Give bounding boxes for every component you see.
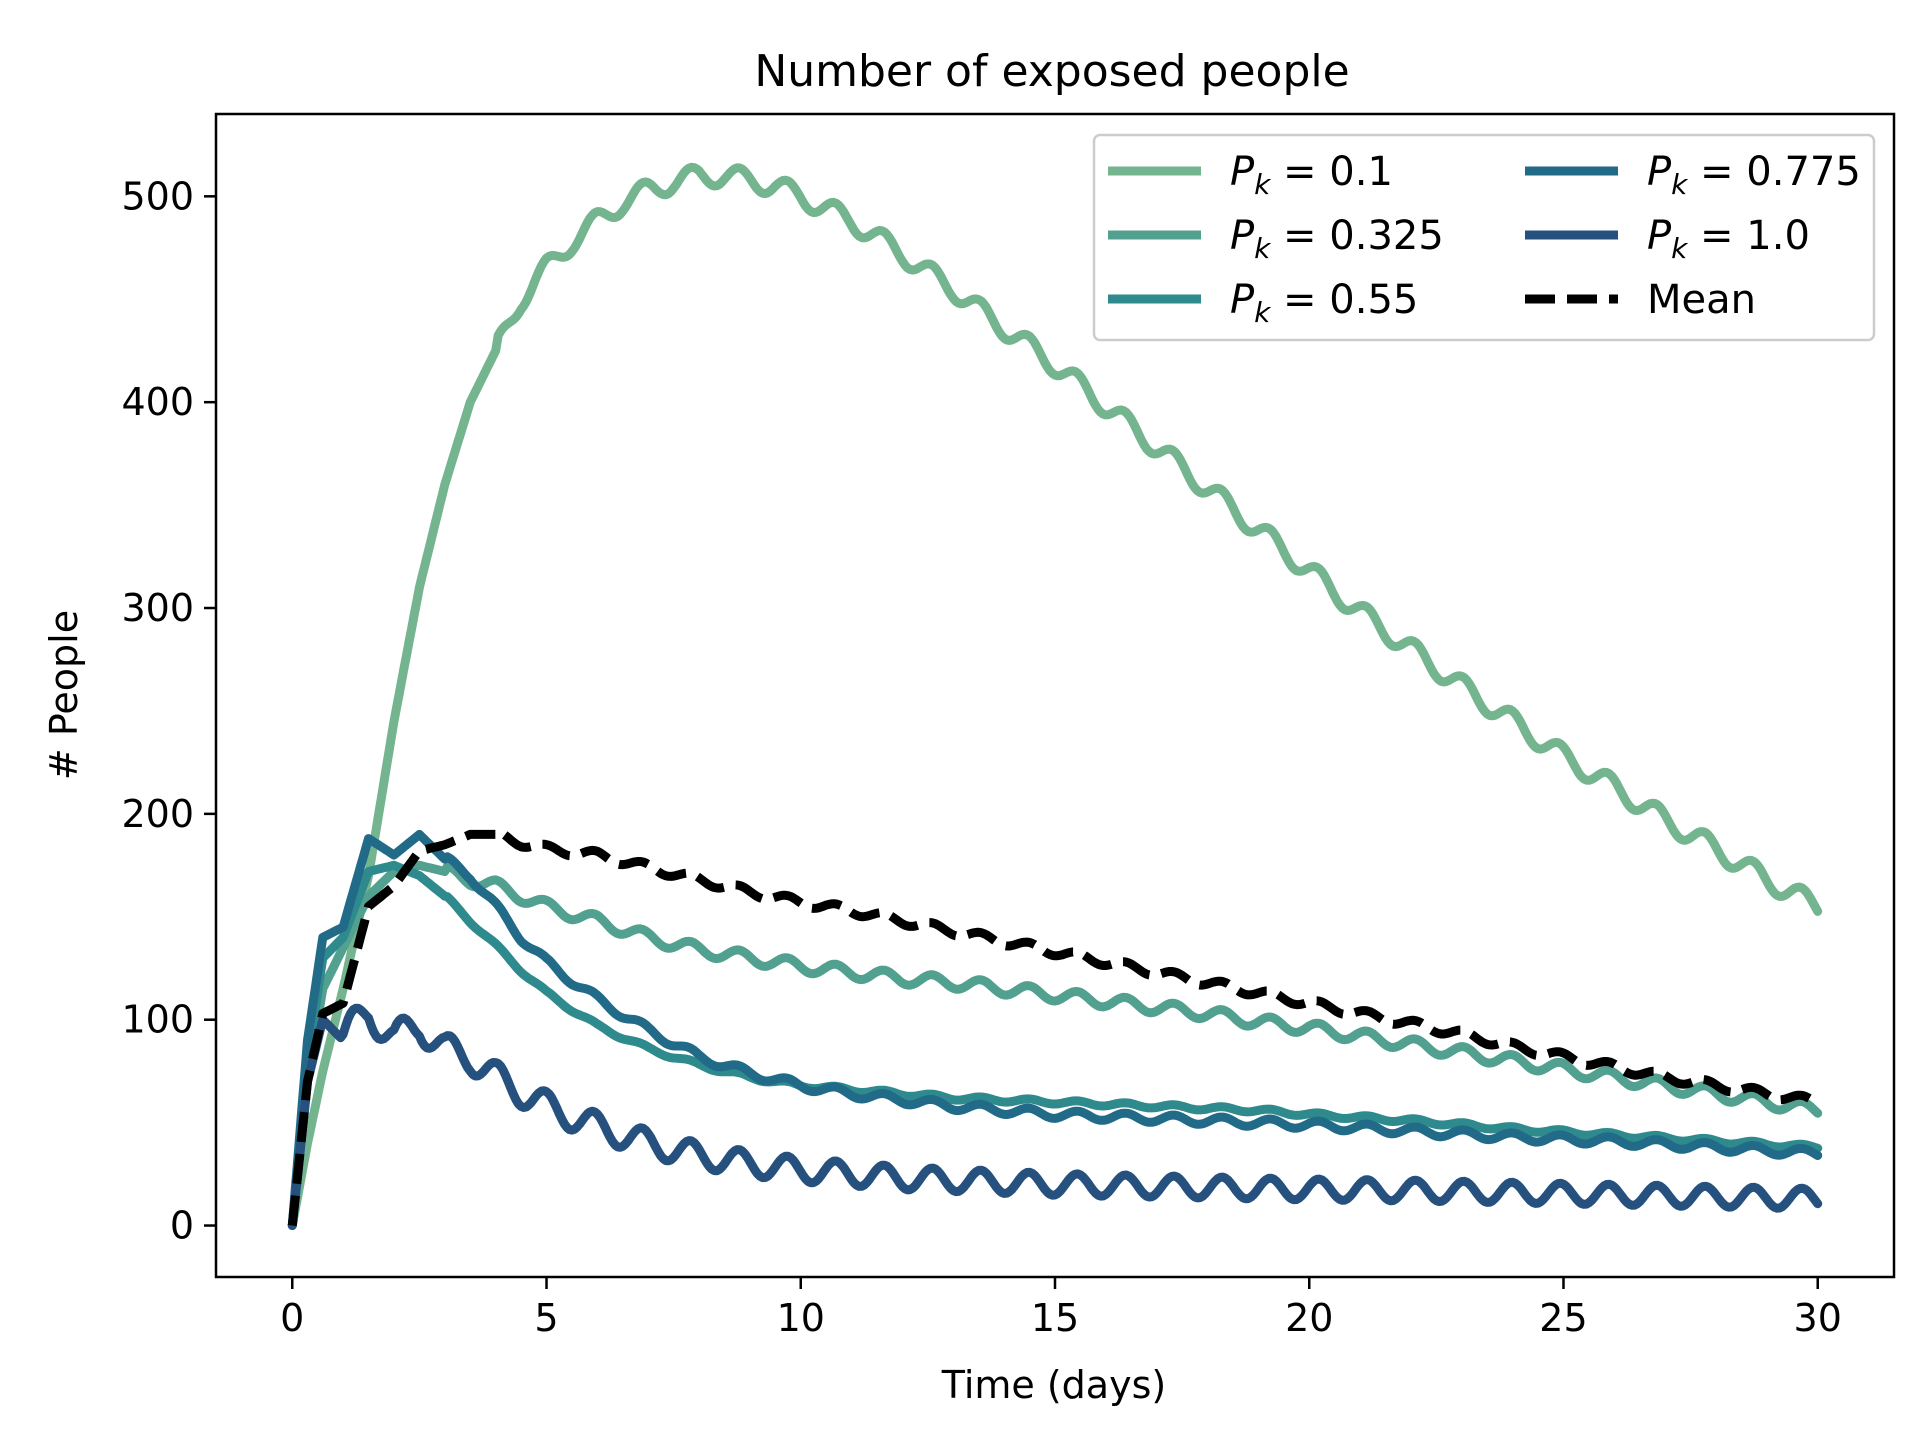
- x-tick-label: 25: [1539, 1296, 1587, 1340]
- series-line-3: [287, 829, 1823, 1230]
- y-tick-label: 100: [121, 998, 194, 1042]
- legend-label: Pk = 0.775: [1647, 149, 1861, 201]
- legend-label: Mean: [1647, 277, 1756, 323]
- legend-label: Pk = 0.1: [1230, 149, 1393, 201]
- y-tick-label: 500: [121, 174, 194, 218]
- legend: Pk = 0.1 Pk = 0.325 Pk = 0.55 Pk = 0.775 Pk …: [1092, 133, 1876, 342]
- series-line-0: [287, 162, 1823, 1230]
- y-tick-label: 400: [121, 380, 194, 424]
- x-axis-label: Time (days): [941, 1363, 1166, 1407]
- chart-title: Number of exposed people: [754, 46, 1349, 97]
- x-tick-label: 0: [280, 1296, 304, 1340]
- legend-box: [1092, 133, 1876, 342]
- series-line-2: [287, 860, 1823, 1230]
- legend-label: Pk = 0.55: [1230, 277, 1418, 329]
- legend-label: Pk = 1.0: [1647, 213, 1810, 265]
- series-layer: [287, 162, 1823, 1230]
- x-tick-label: 10: [777, 1296, 825, 1340]
- x-tick-label: 15: [1031, 1296, 1079, 1340]
- x-tick-label: 5: [534, 1296, 558, 1340]
- series-line-4: [287, 1003, 1823, 1230]
- y-tick-label: 300: [121, 586, 194, 630]
- y-axis-label: # People: [42, 610, 86, 780]
- y-tick-label: 0: [170, 1204, 194, 1248]
- series-line-1: [287, 860, 1823, 1230]
- y-axis: 0 100 200 300 400 500: [121, 174, 216, 1248]
- x-tick-label: 20: [1285, 1296, 1333, 1340]
- series-line-5: [287, 826, 1821, 1226]
- y-tick-label: 200: [121, 792, 194, 836]
- legend-label: Pk = 0.325: [1230, 213, 1444, 265]
- x-tick-label: 30: [1794, 1296, 1842, 1340]
- x-axis: 0 5 10 15 20 25 30: [280, 1277, 1842, 1340]
